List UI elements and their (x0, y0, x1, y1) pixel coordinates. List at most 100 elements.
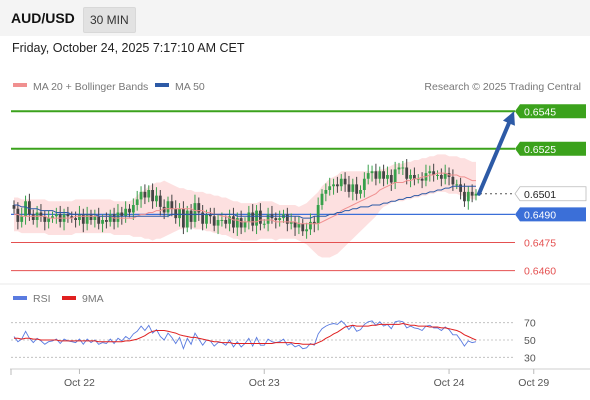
ma50-legend-label: MA 50 (175, 81, 205, 93)
candle-body (105, 220, 108, 222)
candle-body (101, 220, 104, 224)
candle-body (339, 178, 343, 187)
candle-body (147, 190, 151, 198)
candle-body (174, 208, 178, 219)
candle-body (197, 203, 201, 213)
candle-body (466, 191, 470, 202)
candle-body (232, 216, 235, 228)
candle-body (162, 206, 166, 213)
forecast-arrow-head (502, 111, 515, 126)
candle-body (474, 193, 478, 196)
candle-body (28, 201, 31, 215)
x-axis-ticks: Oct 22 Oct 23 Oct 24 Oct 29 (10, 369, 549, 389)
candle-body (70, 216, 74, 219)
candle-body (216, 220, 220, 226)
candle-body (182, 208, 185, 228)
datetime-label: Friday, October 24, 2025 7:17:10 AM CET (12, 41, 245, 55)
header-bar: AUD/USD 30 MIN (0, 0, 590, 36)
candle-body (259, 210, 262, 224)
candle-body (255, 210, 258, 226)
level-tag-resistance (515, 104, 586, 119)
x-tick-label: Oct 23 (249, 377, 280, 389)
candle-body (374, 171, 378, 179)
candle-body (224, 220, 228, 224)
candle-body (85, 214, 89, 224)
candle-body (212, 216, 216, 226)
level-tag-pivot (515, 207, 586, 222)
ma9-legend-swatch (62, 296, 76, 300)
candle-body (220, 220, 224, 221)
timeframe-button[interactable]: 30 MIN (83, 7, 136, 33)
candle-body (143, 191, 147, 198)
candle-body (451, 176, 455, 185)
price-level-labels: 0.6545 0.6525 0.6501 0.6490 0.6475 0.6460 (514, 104, 587, 278)
forecast-arrow (477, 111, 515, 196)
level-tag-current (514, 186, 587, 202)
level-label-resistance: 0.6545 (524, 106, 556, 118)
forecast-arrow-shaft (477, 121, 511, 196)
candle-body (420, 178, 424, 181)
x-tick-label: Oct 29 (518, 377, 549, 389)
candle-body (239, 218, 243, 228)
candle-body (355, 184, 359, 194)
candle-body (120, 212, 124, 217)
rsi-legend-label: RSI (33, 293, 51, 305)
candle-body (31, 214, 35, 220)
candle-body (336, 184, 339, 187)
candle-body (108, 214, 112, 222)
rsi-tick-label: 30 (524, 352, 536, 364)
candle-body (401, 167, 405, 169)
candle-body (228, 216, 231, 224)
candle-body (382, 171, 385, 179)
candle-body (39, 212, 43, 217)
candle-body (432, 171, 436, 175)
candle-body (155, 195, 158, 202)
candle-body (235, 218, 239, 228)
bollinger-band-area (14, 154, 476, 258)
candle-body (124, 208, 128, 217)
candle-body (316, 205, 320, 224)
candle-body (305, 229, 308, 232)
candle-body (47, 218, 51, 222)
candle-body (378, 171, 382, 179)
candle-body (393, 169, 397, 183)
candle-body (359, 190, 362, 194)
candle-body (459, 184, 462, 192)
level-label-support: 0.6460 (524, 266, 556, 278)
candle-body (266, 214, 270, 224)
candle-body (470, 191, 474, 196)
level-label-pivot: 0.6490 (524, 209, 556, 221)
candle-body (89, 214, 93, 220)
moving-averages (14, 172, 476, 225)
x-tick-label: Oct 22 (64, 377, 95, 389)
bollinger-bands (14, 154, 476, 258)
candle-body (351, 184, 355, 192)
candle-body (274, 218, 278, 220)
bollinger-legend-swatch (13, 83, 27, 87)
level-tag-resistance (515, 141, 586, 156)
candle-body (439, 175, 443, 179)
level-label-support: 0.6475 (524, 238, 556, 250)
candle-body (343, 178, 347, 185)
candle-body (128, 208, 131, 213)
rsi-line (13, 320, 477, 351)
candle-body (135, 199, 139, 205)
candle-body (24, 201, 27, 217)
candle-body (251, 212, 255, 226)
candle-body (262, 223, 266, 225)
candle-body (193, 203, 197, 222)
bollinger-legend-label: MA 20 + Bollinger Bands (33, 81, 148, 93)
candle-body (362, 178, 366, 190)
candle-body (151, 190, 154, 202)
candle-body (243, 221, 247, 228)
candle-body (405, 167, 409, 179)
candle-body (208, 214, 212, 217)
credit-label: Research © 2025 Trading Central (424, 81, 581, 93)
candle-body (366, 173, 370, 179)
candle-body (78, 214, 81, 220)
candle-body (436, 175, 439, 176)
candle-body (443, 173, 447, 179)
candle-body (81, 214, 85, 224)
candle-body (312, 221, 316, 224)
candle-body (166, 201, 170, 213)
